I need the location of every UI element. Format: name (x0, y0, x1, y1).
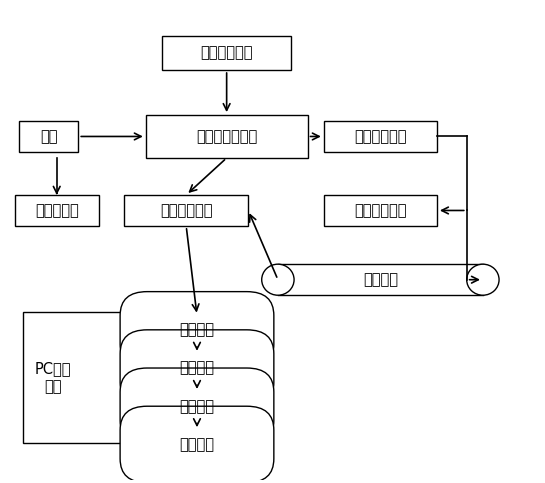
Text: 单片机控制模块: 单片机控制模块 (196, 129, 257, 144)
Text: 小波变换: 小波变换 (179, 322, 215, 337)
Text: 波形分析: 波形分析 (179, 399, 215, 414)
Text: 显示屏模块: 显示屏模块 (35, 203, 78, 218)
FancyBboxPatch shape (324, 121, 437, 152)
Text: 高速采集模块: 高速采集模块 (160, 203, 213, 218)
Text: 脉冲延迟电路: 脉冲延迟电路 (354, 203, 407, 218)
Ellipse shape (262, 264, 294, 295)
FancyBboxPatch shape (120, 330, 274, 406)
FancyBboxPatch shape (120, 368, 274, 444)
FancyBboxPatch shape (162, 36, 292, 70)
Text: 被测电缆: 被测电缆 (363, 272, 398, 287)
FancyBboxPatch shape (120, 406, 274, 483)
FancyBboxPatch shape (15, 195, 99, 226)
FancyBboxPatch shape (124, 195, 248, 226)
FancyBboxPatch shape (19, 121, 78, 152)
FancyBboxPatch shape (146, 115, 307, 158)
Text: PC处理
模块: PC处理 模块 (34, 361, 71, 394)
FancyBboxPatch shape (120, 292, 274, 368)
Ellipse shape (467, 264, 499, 295)
Text: 脉冲产生电路: 脉冲产生电路 (354, 129, 407, 144)
Text: 键盘输入模块: 键盘输入模块 (201, 45, 253, 60)
Bar (278, 264, 483, 295)
Text: 去噪处理: 去噪处理 (179, 360, 215, 375)
FancyBboxPatch shape (23, 312, 269, 443)
Text: 电源: 电源 (40, 129, 57, 144)
FancyBboxPatch shape (324, 195, 437, 226)
Text: 故障距离: 故障距离 (179, 437, 215, 452)
